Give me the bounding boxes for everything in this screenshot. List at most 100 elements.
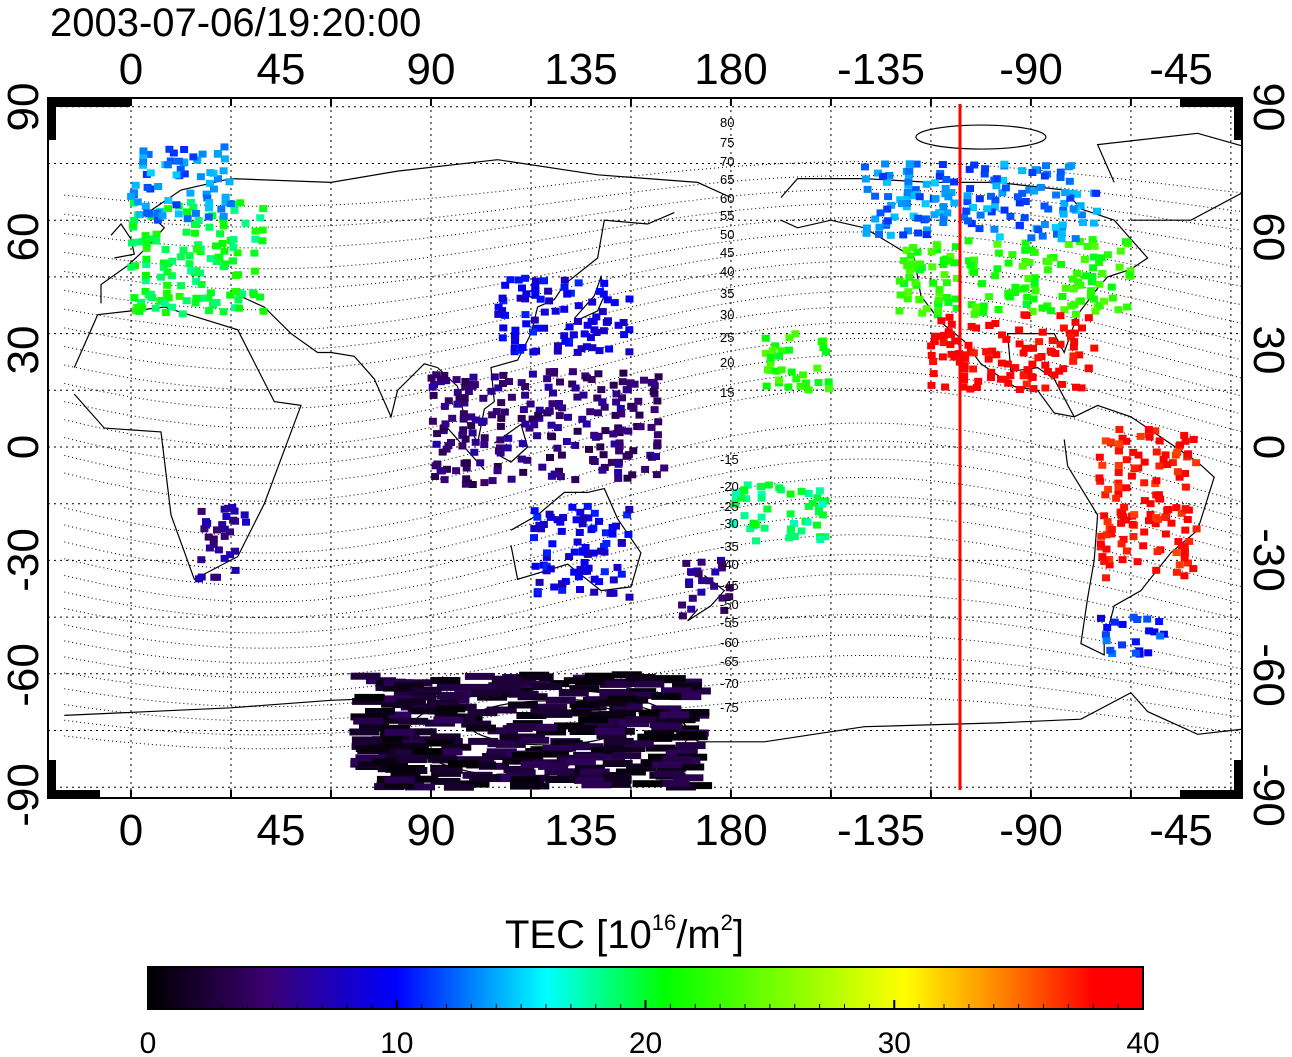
tec-cell (610, 299, 619, 307)
tec-cell (599, 327, 608, 335)
tec-cell (139, 158, 148, 166)
tec-cell (598, 466, 607, 474)
tec-cell (531, 291, 540, 299)
tec-cell (460, 394, 469, 402)
tec-cell (143, 183, 152, 191)
tec-cell (1123, 303, 1132, 311)
tec-cell (618, 378, 627, 386)
tec-cell (580, 330, 589, 338)
tec-cell (183, 208, 192, 216)
tec-cell (518, 284, 526, 292)
tec-cell (185, 252, 194, 260)
tec-cell (863, 185, 872, 193)
tec-cell (881, 160, 890, 168)
bottom-longitude-label: -135 (837, 806, 925, 855)
tec-cell (969, 204, 977, 211)
tec-cell (625, 673, 656, 681)
tec-cell (599, 451, 608, 459)
bottom-longitude-label: 180 (694, 806, 767, 855)
tec-cell (549, 389, 557, 397)
tec-cell (494, 384, 503, 392)
tec-cell (595, 347, 604, 355)
tec-cell (945, 313, 954, 321)
tec-cell (172, 201, 181, 209)
tec-cell (861, 163, 869, 171)
tec-cell (687, 605, 696, 613)
tec-cell (519, 736, 550, 744)
tec-cell (1095, 453, 1104, 461)
tec-cell (210, 573, 219, 581)
tec-cell (153, 209, 162, 217)
tec-cell (491, 675, 522, 683)
tec-cell (784, 346, 793, 354)
tec-cell (161, 246, 170, 253)
tec-cell (393, 691, 424, 699)
tec-cell (556, 473, 565, 481)
mag-lat-label: 75 (720, 135, 734, 150)
tec-cell (916, 260, 924, 268)
tec-cell (610, 440, 619, 448)
tec-cell (1184, 559, 1192, 567)
tec-cell (142, 239, 151, 247)
tec-cell (205, 544, 214, 552)
tec-cell (975, 195, 984, 203)
tec-cell (599, 680, 630, 688)
tec-cell (531, 562, 540, 570)
tec-cell (1153, 548, 1162, 556)
tec-cell (1132, 649, 1140, 657)
tec-cell (229, 235, 238, 243)
tec-cell (480, 441, 489, 449)
tec-cell (565, 553, 574, 561)
tec-cell (1117, 540, 1126, 548)
tec-cell (615, 447, 624, 455)
tec-cell (718, 560, 726, 568)
tec-cell (1031, 287, 1040, 295)
tec-cell (536, 295, 545, 303)
tec-cell (1181, 505, 1190, 513)
tec-cell (501, 311, 509, 319)
tec-cell (165, 145, 174, 153)
tec-cell (1038, 304, 1047, 312)
tec-cell (577, 345, 586, 353)
tec-cell (214, 175, 222, 183)
tec-cell (791, 330, 800, 338)
left-latitude-label: 0 (0, 435, 48, 459)
tec-cell (533, 432, 542, 440)
tec-cell (947, 350, 956, 358)
tec-cell (236, 199, 245, 207)
tec-cell (559, 514, 568, 521)
tec-cell (1095, 280, 1104, 288)
tec-cell (576, 565, 585, 573)
tec-cell (612, 390, 621, 398)
tec-cell (970, 268, 978, 276)
tec-cell (659, 711, 690, 719)
tec-cell (1059, 206, 1068, 214)
tec-cell (1115, 440, 1124, 448)
tec-cell (522, 320, 531, 328)
tec-cell (785, 334, 794, 342)
tec-cell (1108, 294, 1117, 302)
tec-cell (154, 183, 163, 190)
tec-cell (985, 322, 994, 329)
tec-cell (784, 383, 793, 391)
tec-cell (803, 518, 812, 526)
tec-cell (1090, 344, 1099, 352)
tec-cell (763, 366, 772, 374)
tec-cell (939, 256, 948, 264)
tec-cell (757, 513, 766, 521)
tec-cell (911, 186, 920, 194)
tec-cell (862, 229, 871, 237)
tec-cell (603, 737, 634, 745)
tec-cell (632, 780, 663, 788)
tec-cell (575, 529, 584, 536)
tec-cell (531, 283, 540, 291)
tec-cell (1073, 270, 1081, 277)
mag-lat-label: -40 (720, 557, 739, 572)
tec-cell (940, 271, 949, 279)
tec-cell (613, 563, 622, 571)
tec-cell (536, 728, 567, 736)
tec-cell (600, 568, 609, 576)
tec-cell (1041, 384, 1050, 392)
tec-cell (486, 748, 517, 756)
tec-cell (256, 214, 265, 222)
